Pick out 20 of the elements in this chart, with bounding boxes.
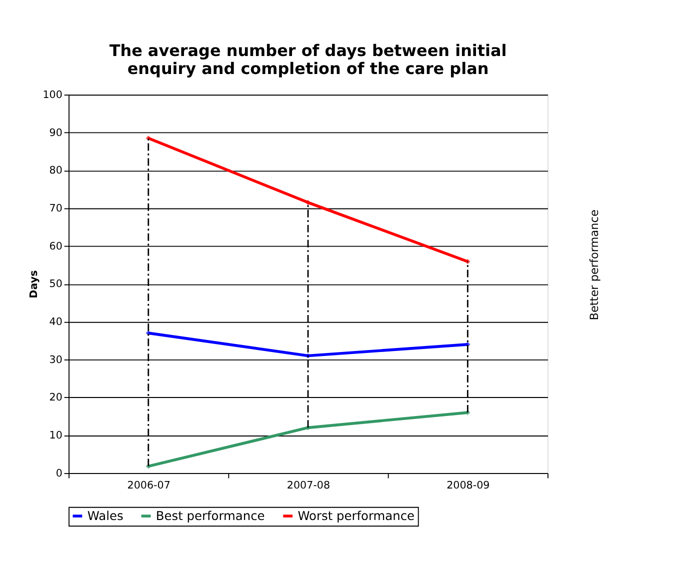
chart-title: The average number of days between initial enquiry and completion of the care plan <box>109 41 507 78</box>
legend-label: Best performance <box>156 508 265 523</box>
y-tick-label: 20 <box>49 392 62 404</box>
y-tick-label: 100 <box>42 88 62 101</box>
legend-label: Worst performance <box>298 508 415 523</box>
y-axis-title: Days <box>28 270 40 298</box>
y-tick-label: 0 <box>56 467 62 480</box>
y-tick-label: 90 <box>49 126 62 139</box>
x-tick-label: 2008-09 <box>446 480 490 492</box>
x-tick-label: 2006-07 <box>127 480 170 492</box>
y-tick-label: 30 <box>49 354 62 366</box>
text: Better performance <box>588 210 602 320</box>
y-tick-label: 70 <box>49 202 62 214</box>
x-tick-label: 2007-08 <box>286 480 330 492</box>
y-tick-label: 60 <box>49 240 62 252</box>
y-tick-label: 40 <box>49 316 62 328</box>
legend-label: Wales <box>87 508 124 523</box>
y-tick-label: 50 <box>49 278 62 290</box>
y-tick-label: 10 <box>49 430 62 442</box>
y-tick-label: 80 <box>49 164 62 177</box>
